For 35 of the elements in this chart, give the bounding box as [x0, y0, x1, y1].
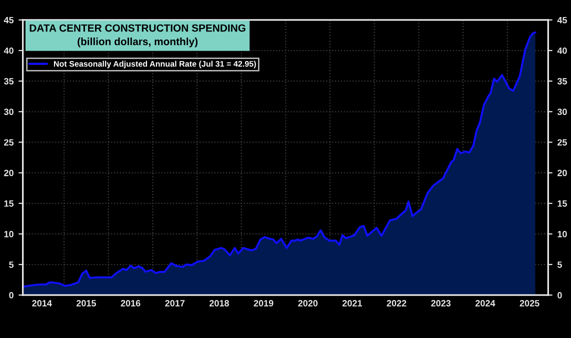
y-tick-label: 0	[9, 292, 14, 298]
x-tick-label: 2015	[76, 300, 96, 306]
y-tick-label: 35	[4, 78, 14, 84]
x-tick-label: 2017	[165, 300, 185, 306]
y-tick-label: 10	[4, 230, 14, 238]
y2-tick-label: 15	[558, 200, 567, 207]
text: (billion dollars, monthly)	[78, 38, 198, 48]
y2-tick-label: 40	[557, 47, 567, 54]
y-tick-label: 30	[4, 108, 14, 116]
y2-tick-label: 20	[558, 170, 567, 176]
y2-tick-label: 30	[557, 108, 567, 116]
x-tick-label: 2018	[210, 300, 229, 306]
y2-tick-label: 25	[558, 139, 567, 146]
legend-label: Not Seasonally Adjusted Annual Rate (Jul 31 = 42.95)	[54, 60, 256, 68]
y2-tick-label: 35	[557, 78, 567, 84]
x-tick-label: 2020	[298, 300, 318, 306]
y-tick-label: 15	[4, 200, 14, 207]
y-tick-label: 45	[4, 17, 14, 24]
y2-tick-label: 0	[558, 292, 562, 298]
y2-tick-label: 45	[557, 17, 567, 24]
x-tick-label: 2025	[520, 300, 540, 306]
y-tick-label: 20	[4, 170, 14, 176]
y-tick-label: 40	[4, 47, 14, 54]
x-tick-label: 2014	[32, 300, 52, 306]
x-tick-label: 2022	[386, 300, 406, 306]
x-tick-label: 2023	[431, 300, 451, 306]
y-tick-label: 25	[4, 139, 14, 146]
y-tick-label: 5	[9, 262, 14, 268]
x-tick-label: 2019	[254, 300, 274, 306]
x-tick-label: 2024	[475, 300, 496, 306]
x-tick-label: 2016	[120, 300, 140, 306]
chart-title: DATA CENTER CONSTRUCTION SPENDING	[30, 24, 246, 32]
y2-tick-label: 5	[557, 262, 562, 268]
y2-tick-label: 10	[558, 230, 567, 238]
x-tick-label: 2021	[342, 300, 362, 306]
